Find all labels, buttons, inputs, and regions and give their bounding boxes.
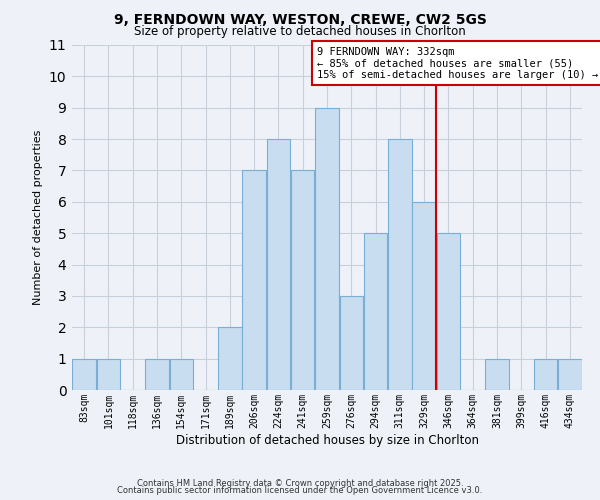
Bar	[242, 170, 266, 390]
Bar	[534, 358, 557, 390]
X-axis label: Distribution of detached houses by size in Chorlton: Distribution of detached houses by size …	[176, 434, 479, 446]
Bar	[315, 108, 339, 390]
Bar	[218, 328, 242, 390]
Text: Contains HM Land Registry data © Crown copyright and database right 2025.: Contains HM Land Registry data © Crown c…	[137, 478, 463, 488]
Bar	[340, 296, 363, 390]
Bar	[170, 358, 193, 390]
Text: 9 FERNDOWN WAY: 332sqm
← 85% of detached houses are smaller (55)
15% of semi-det: 9 FERNDOWN WAY: 332sqm ← 85% of detached…	[317, 46, 599, 80]
Text: Size of property relative to detached houses in Chorlton: Size of property relative to detached ho…	[134, 25, 466, 38]
Bar	[145, 358, 169, 390]
Y-axis label: Number of detached properties: Number of detached properties	[33, 130, 43, 305]
Bar	[485, 358, 509, 390]
Text: Contains public sector information licensed under the Open Government Licence v3: Contains public sector information licen…	[118, 486, 482, 495]
Text: 9, FERNDOWN WAY, WESTON, CREWE, CW2 5GS: 9, FERNDOWN WAY, WESTON, CREWE, CW2 5GS	[113, 12, 487, 26]
Bar	[388, 139, 412, 390]
Bar	[266, 139, 290, 390]
Bar	[291, 170, 314, 390]
Bar	[73, 358, 96, 390]
Bar	[97, 358, 120, 390]
Bar	[412, 202, 436, 390]
Bar	[364, 233, 388, 390]
Bar	[437, 233, 460, 390]
Bar	[558, 358, 581, 390]
